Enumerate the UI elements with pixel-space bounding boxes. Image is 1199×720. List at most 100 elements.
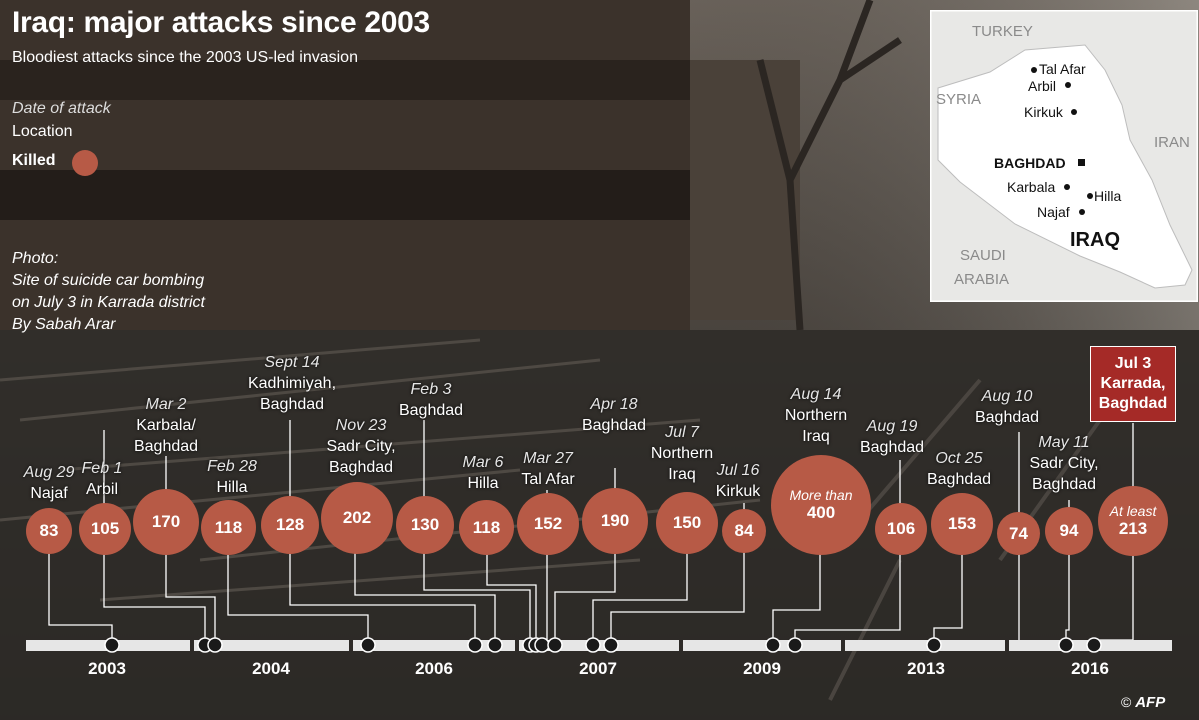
- killed-bubble: 105: [79, 503, 131, 555]
- attack-location: Hilla: [467, 475, 499, 492]
- year-label: 2006: [415, 659, 453, 678]
- killed-count: 202: [342, 508, 372, 527]
- attack-location: Kirkuk: [715, 483, 761, 500]
- killed-bubble: 150: [656, 492, 718, 554]
- killed-bubble: 106: [875, 503, 927, 555]
- attack-location: Baghdad: [581, 417, 647, 434]
- attack-location: Sadr City,: [1029, 455, 1099, 472]
- killed-bubble: 83: [26, 508, 72, 554]
- map-label-najaf: Najaf: [1037, 204, 1070, 220]
- killed-bubble: 94: [1045, 507, 1093, 555]
- attack-date: Nov 23: [335, 417, 387, 434]
- photo-caption-line: on July 3 in Karrada district: [12, 294, 205, 311]
- attack-label: Jul 16 Kirkuk: [668, 460, 808, 502]
- attack-location: Baghdad: [328, 459, 394, 476]
- map-label-iraq: IRAQ: [1070, 229, 1120, 251]
- attack-date: Jul 3: [1114, 355, 1152, 372]
- attack-location: Baghdad: [859, 439, 925, 456]
- attack-location: Sadr City,: [326, 438, 396, 455]
- killed-bubble: 130: [396, 496, 454, 554]
- year-label: 2009: [743, 659, 781, 678]
- killed-count: 94: [1059, 521, 1079, 540]
- map-label-talafar: Tal Afar: [1039, 61, 1086, 77]
- legend-killed-dot: [72, 150, 98, 176]
- attack-date: Aug 10: [981, 388, 1033, 405]
- attack-date: Feb 1: [81, 460, 123, 477]
- attack-location: Karrada,: [1100, 375, 1166, 392]
- map-label-hilla: Hilla: [1094, 188, 1121, 204]
- year-label: 2004: [252, 659, 290, 678]
- map-label-arbil: Arbil: [1028, 78, 1056, 94]
- killed-count: 83: [39, 521, 59, 540]
- attack-location: Baghdad: [1031, 476, 1097, 493]
- attack-location: Baghdad: [974, 409, 1040, 426]
- photo-caption: Photo: Site of suicide car bombing on Ju…: [12, 248, 205, 336]
- killed-count: 190: [600, 511, 630, 530]
- attack-label: Aug 29 Najaf: [0, 462, 119, 504]
- attack-date: Mar 6: [462, 454, 504, 471]
- map-label-syria: SYRIA: [936, 91, 981, 108]
- attack-location: Najaf: [30, 485, 68, 502]
- attack-location: Arbil: [85, 481, 118, 498]
- killed-qualifier: At least: [1109, 503, 1157, 519]
- attack-date: Feb 3: [410, 381, 452, 398]
- attack-date: Mar 2: [145, 396, 187, 413]
- attack-date: Aug 14: [790, 386, 842, 403]
- killed-count: 105: [90, 519, 120, 538]
- attack-date: Jul 16: [716, 462, 760, 479]
- killed-count: 153: [947, 514, 977, 533]
- latest-attack-highlight: Jul 3 Karrada, Baghdad: [1090, 346, 1176, 422]
- killed-bubble: 202: [321, 482, 393, 554]
- attack-location: Baghdad: [926, 471, 992, 488]
- killed-count: 170: [151, 512, 181, 531]
- attack-location: Iraq: [802, 428, 830, 445]
- map-label-kirkuk: Kirkuk: [1024, 104, 1064, 120]
- attack-label: May 11 Sadr City, Baghdad: [994, 432, 1134, 495]
- attack-label: Oct 25 Baghdad: [889, 448, 1029, 490]
- attack-label: Aug 14 Northern Iraq: [746, 384, 886, 447]
- photo-caption-line: By Sabah Arar: [12, 316, 116, 333]
- attack-date: Jul 7: [665, 424, 699, 441]
- attack-label: Sept 14 Kadhimiyah, Baghdad: [222, 352, 362, 415]
- map-city-dots: [1031, 67, 1093, 215]
- killed-bubble: 153: [931, 493, 993, 555]
- attack-date: Feb 28: [207, 458, 257, 475]
- attack-label: Mar 27 Tal Afar: [478, 448, 618, 490]
- photo-caption-line: Site of suicide car bombing: [12, 272, 205, 289]
- map-label-arabia: ARABIA: [954, 271, 1009, 288]
- legend-date: Date of attack: [12, 100, 111, 117]
- killed-bubble: 152: [517, 493, 579, 555]
- attack-location: Baghdad: [1098, 395, 1168, 412]
- attack-location: Kadhimiyah,: [247, 375, 337, 392]
- killed-qualifier: More than: [789, 487, 853, 503]
- killed-count: 106: [886, 519, 916, 538]
- killed-count: 74: [1009, 523, 1028, 543]
- attack-date: Sept 14: [264, 354, 320, 371]
- killed-bubble: 190: [582, 488, 648, 554]
- map-label-turkey: TURKEY: [972, 23, 1033, 40]
- killed-count: 130: [410, 515, 440, 534]
- attack-location: Hilla: [216, 479, 248, 496]
- subtitle: Bloodiest attacks since the 2003 US-led …: [12, 49, 358, 66]
- attack-label: Aug 19 Baghdad: [822, 416, 962, 458]
- killed-bubble: 118: [201, 500, 256, 555]
- attack-date: May 11: [1038, 434, 1090, 451]
- attack-location: Northern: [650, 445, 714, 462]
- iraq-inset-map: TURKEY SYRIA IRAN SAUDI ARABIA IRAQ Tal …: [930, 10, 1198, 302]
- attack-label: Aug 10 Baghdad: [937, 386, 1077, 428]
- killed-bubble: 84: [722, 509, 766, 553]
- killed-count: 152: [533, 514, 563, 533]
- attack-date: Mar 27: [523, 450, 573, 467]
- attack-label: Jul 7 Northern Iraq: [612, 422, 752, 485]
- afp-logo: AFP: [1135, 694, 1166, 711]
- killed-count: 400: [806, 503, 836, 522]
- killed-count: 128: [275, 515, 305, 534]
- killed-bubble: 170: [133, 489, 199, 555]
- legend-location: Location: [12, 123, 73, 140]
- killed-bubble: At least 213: [1098, 486, 1168, 556]
- killed-count: 213: [1118, 519, 1148, 538]
- year-label: 2003: [88, 659, 126, 678]
- map-label-karbala: Karbala: [1007, 179, 1055, 195]
- attack-label: Mar 6 Hilla: [413, 452, 553, 494]
- killed-count: 150: [672, 513, 702, 532]
